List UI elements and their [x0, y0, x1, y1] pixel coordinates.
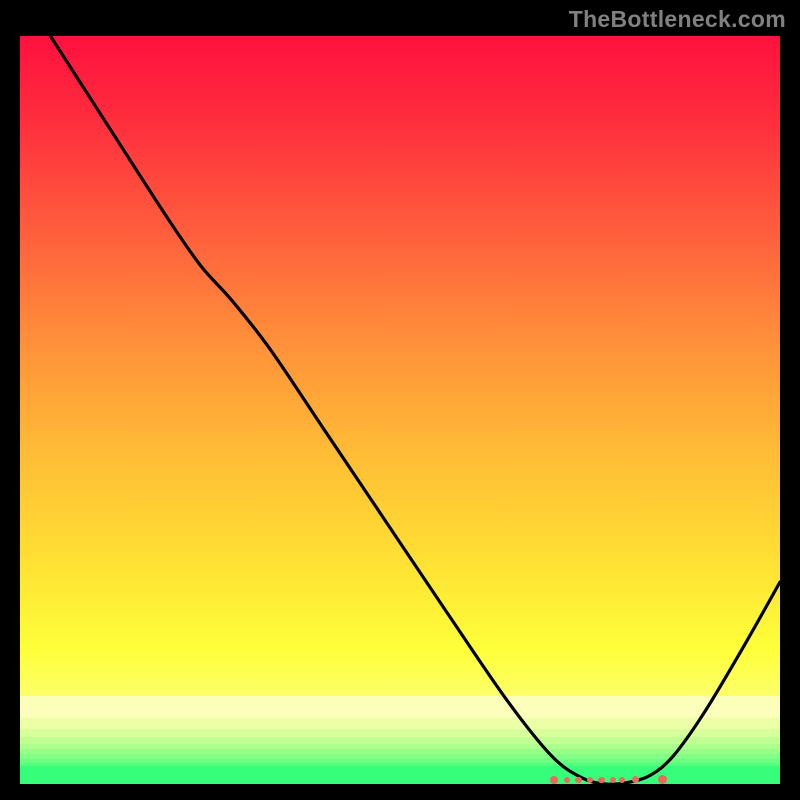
- bottleneck-curve: [20, 36, 780, 784]
- watermark-text: TheBottleneck.com: [569, 6, 786, 33]
- curve-path: [50, 36, 780, 784]
- marker-dot: [575, 777, 581, 783]
- marker-dot: [598, 777, 604, 783]
- marker-dot: [550, 776, 558, 784]
- marker-dot: [619, 777, 625, 783]
- chart-container: [20, 36, 780, 784]
- marker-dot: [610, 777, 616, 783]
